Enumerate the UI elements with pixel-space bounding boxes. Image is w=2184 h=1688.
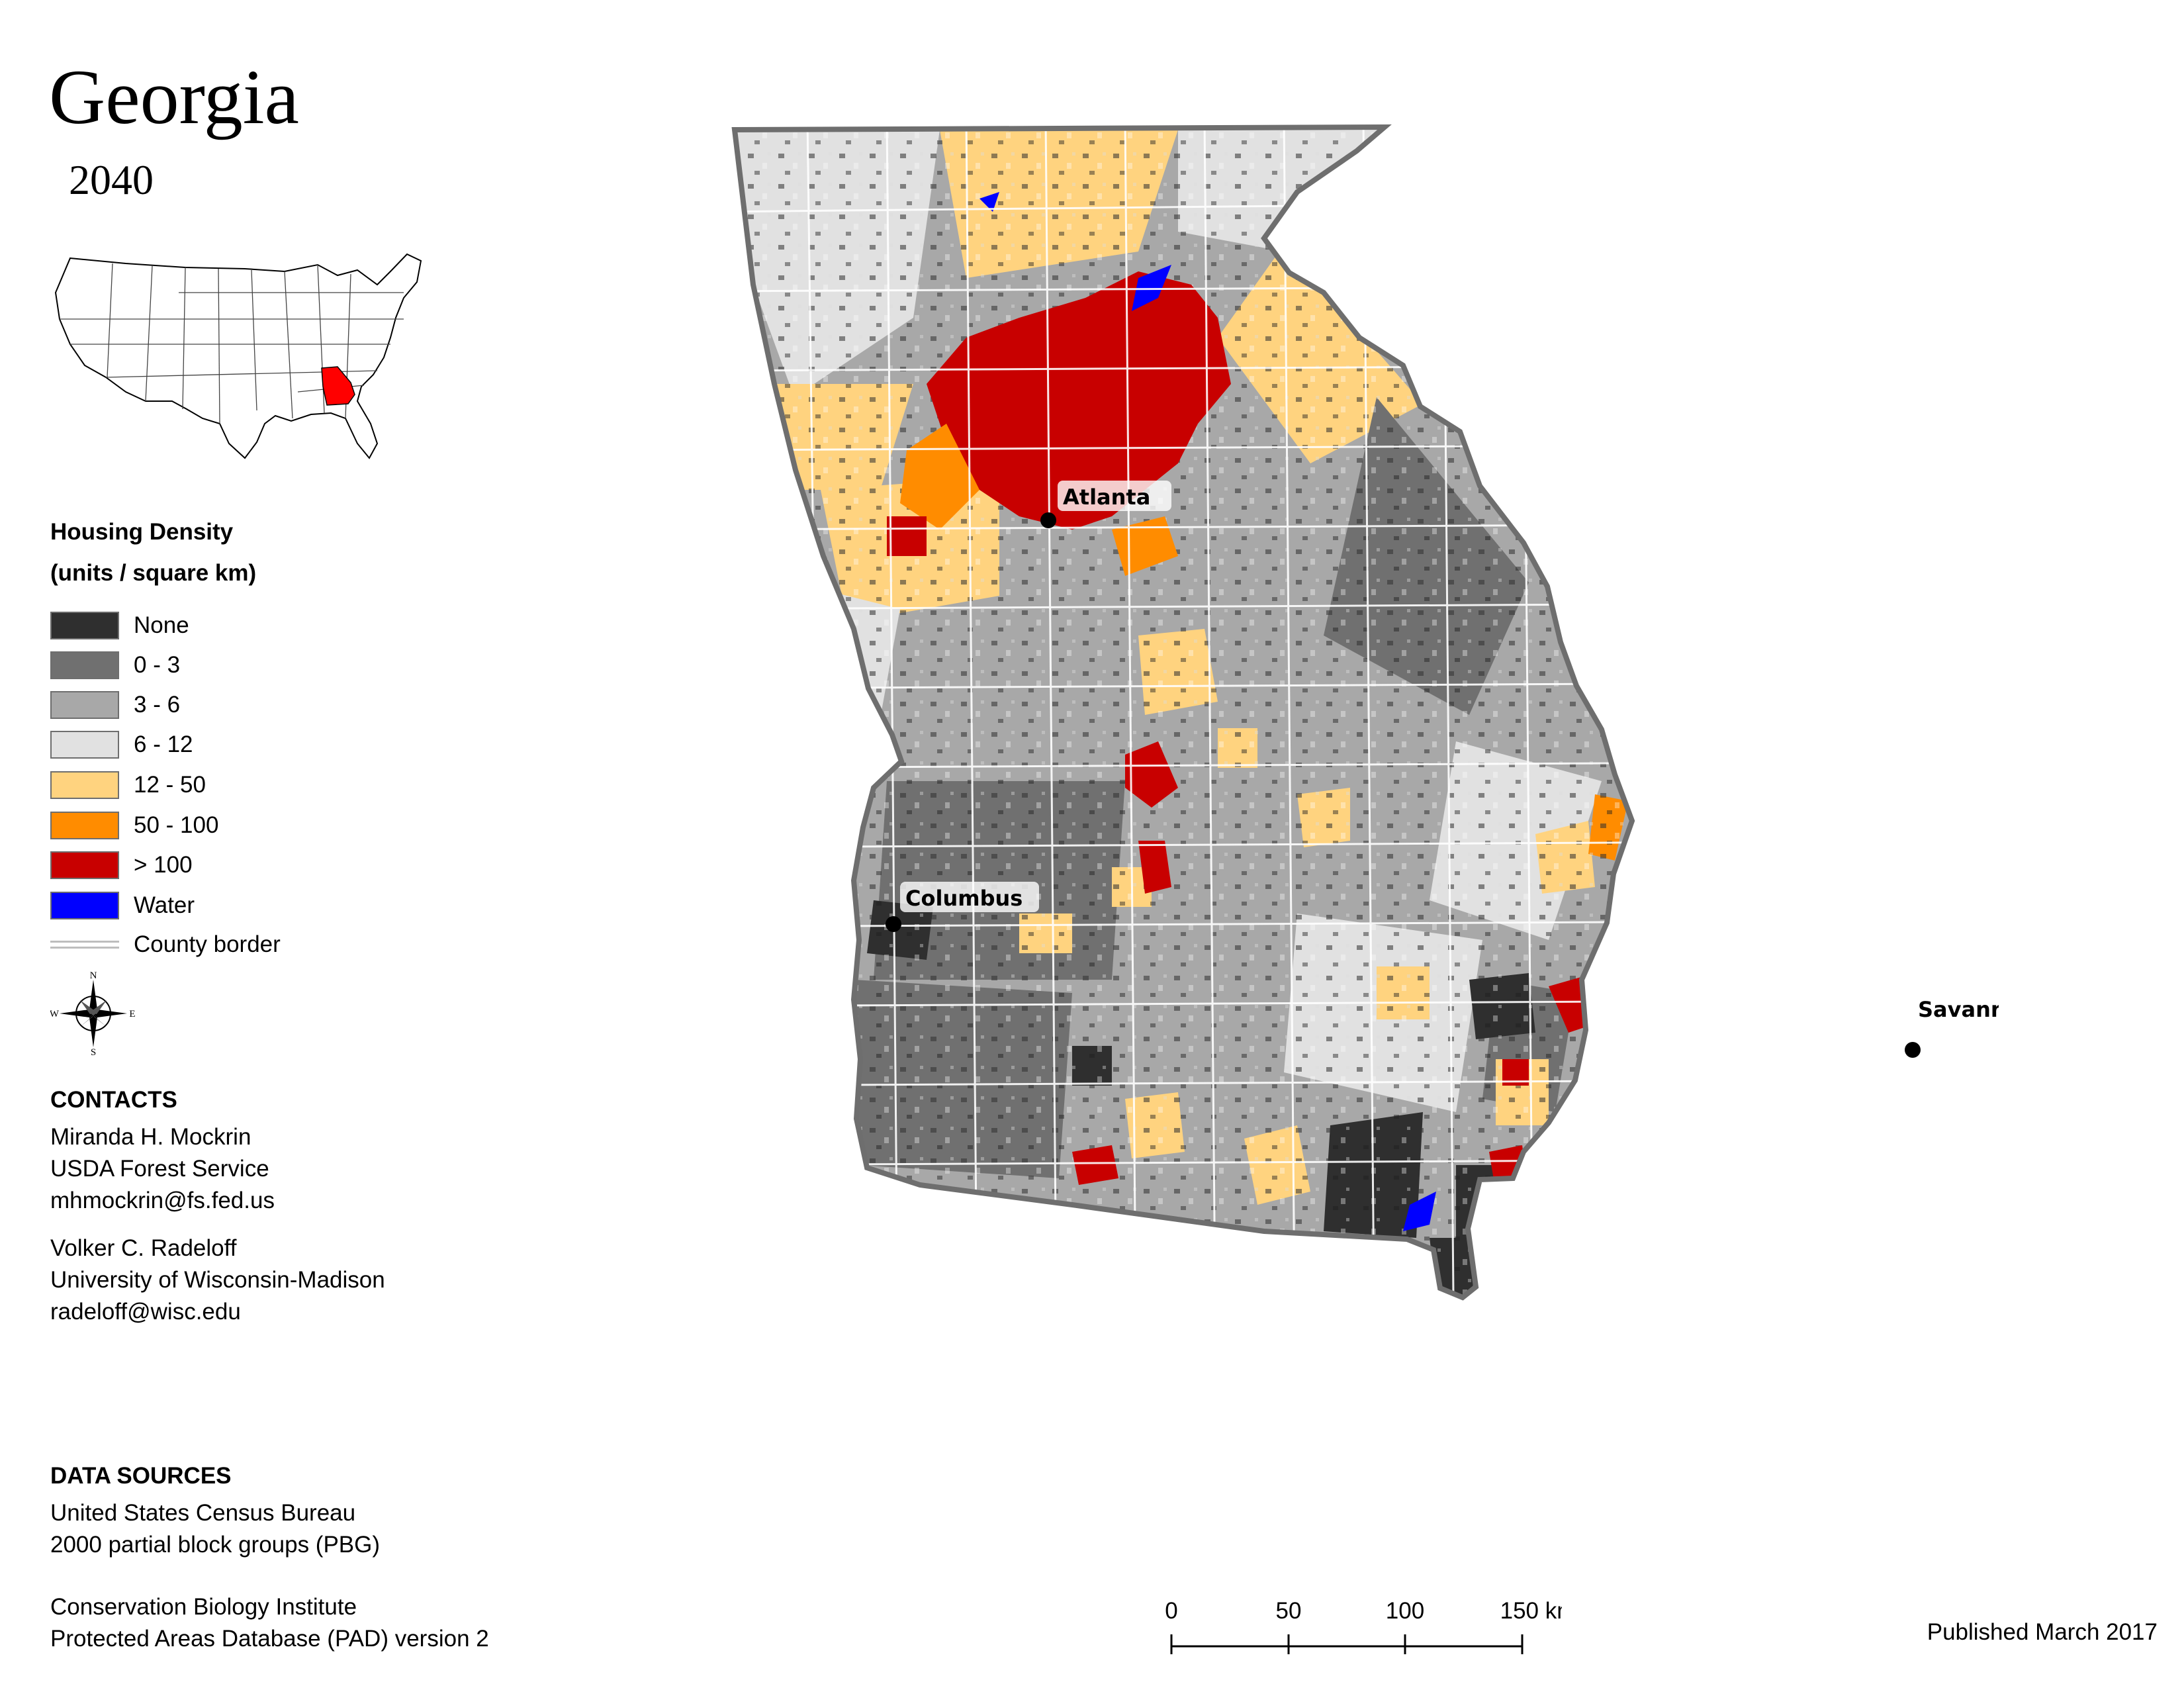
- legend-swatch: [50, 892, 119, 919]
- contact-name: Volker C. Radeloff: [50, 1235, 237, 1261]
- compass-w: W: [50, 1009, 60, 1019]
- contact-1: Miranda H. Mockrin USDA Forest Service m…: [50, 1121, 275, 1217]
- data-source-line: 2000 partial block groups (PBG): [50, 1532, 381, 1558]
- map-title: Georgia: [49, 54, 299, 140]
- legend-item-over-100: > 100: [50, 849, 193, 882]
- legend-swatch: [50, 771, 119, 799]
- legend-item-none: None: [50, 609, 189, 642]
- scale-tick-150: 150 km: [1500, 1598, 1562, 1624]
- compass-rose-icon: N S W E: [50, 970, 136, 1056]
- georgia-housing-density-map: Atlanta Columbus Savannah: [731, 124, 1999, 1301]
- legend-item-county-border: County border: [50, 928, 281, 961]
- city-label-atlanta: Atlanta: [1063, 485, 1150, 510]
- compass-s: S: [91, 1047, 96, 1056]
- legend-label: 0 - 3: [134, 652, 181, 678]
- legend-item-50-100: 50 - 100: [50, 809, 218, 842]
- contact-email: mhmockrin@fs.fed.us: [50, 1188, 275, 1213]
- legend-label: > 100: [134, 852, 193, 878]
- legend-label: 3 - 6: [134, 692, 181, 718]
- legend-title: Housing Density: [50, 519, 234, 545]
- contact-email: radeloff@wisc.edu: [50, 1299, 241, 1325]
- scale-tick-100: 100: [1386, 1598, 1424, 1624]
- city-label-savannah: Savannah: [1918, 997, 1999, 1022]
- legend-label: 12 - 50: [134, 772, 206, 798]
- legend-item-3-6: 3 - 6: [50, 688, 180, 722]
- legend-label: None: [134, 612, 189, 638]
- compass-n: N: [90, 970, 97, 981]
- legend-swatch: [50, 651, 119, 679]
- scale-tick-0: 0: [1165, 1598, 1177, 1624]
- legend-label: 50 - 100: [134, 812, 219, 838]
- georgia-highlight: [321, 366, 355, 406]
- data-source-line: United States Census Bureau: [50, 1500, 356, 1526]
- georgia-state-outline: [731, 124, 1635, 1301]
- legend-item-0-3: 0 - 3: [50, 649, 180, 682]
- compass-e: E: [129, 1009, 135, 1019]
- columbus-marker: [886, 916, 901, 932]
- published-date: Published March 2017: [1927, 1619, 2158, 1645]
- county-border-swatch: [50, 941, 119, 949]
- data-sources-heading: DATA SOURCES: [50, 1463, 232, 1489]
- density-surface: [735, 127, 1632, 1297]
- legend-swatch: [50, 612, 119, 639]
- city-label-columbus: Columbus: [905, 886, 1023, 911]
- data-source-line: Protected Areas Database (PAD) version 2: [50, 1626, 489, 1652]
- data-source-1: United States Census Bureau 2000 partial…: [50, 1497, 380, 1561]
- legend-swatch: [50, 691, 119, 719]
- savannah-marker: [1905, 1042, 1921, 1058]
- contacts-heading: CONTACTS: [50, 1087, 177, 1113]
- contact-2: Volker C. Radeloff University of Wiscons…: [50, 1233, 385, 1328]
- contact-org: USDA Forest Service: [50, 1156, 269, 1182]
- legend-label: County border: [134, 931, 281, 957]
- contact-org: University of Wisconsin-Madison: [50, 1267, 385, 1293]
- legend-units: (units / square km): [50, 560, 257, 586]
- scale-bar: 0 50 100 150 km: [1165, 1598, 1562, 1654]
- scale-tick-50: 50: [1276, 1598, 1302, 1624]
- legend-item-12-50: 12 - 50: [50, 769, 206, 802]
- data-source-line: Conservation Biology Institute: [50, 1594, 357, 1620]
- legend-swatch: [50, 731, 119, 759]
- map-year: 2040: [69, 156, 154, 203]
- atlanta-marker: [1040, 512, 1056, 528]
- legend-swatch: [50, 812, 119, 839]
- us-inset-map: [54, 253, 422, 459]
- legend-swatch: [50, 851, 119, 879]
- legend-label: Water: [134, 892, 195, 918]
- data-source-2: Conservation Biology Institute Protected…: [50, 1591, 489, 1655]
- legend-item-6-12: 6 - 12: [50, 728, 193, 761]
- us-outline: [54, 253, 422, 459]
- legend-item-water: Water: [50, 889, 195, 922]
- contact-name: Miranda H. Mockrin: [50, 1124, 251, 1150]
- legend-label: 6 - 12: [134, 731, 193, 757]
